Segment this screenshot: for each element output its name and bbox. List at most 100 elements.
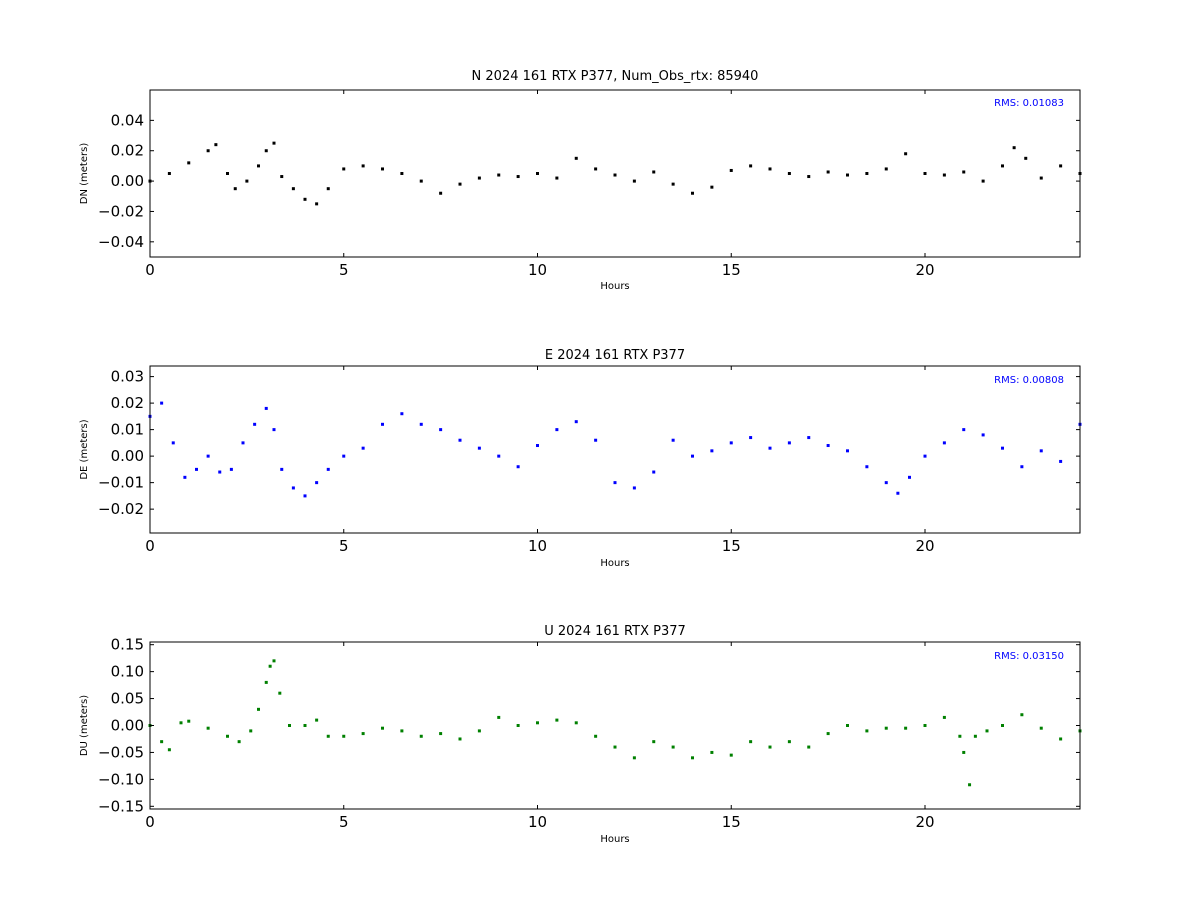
data-point [1059, 737, 1063, 741]
data-point [272, 428, 276, 432]
data-point [1039, 449, 1043, 453]
x-tick-label: 15 [722, 813, 741, 831]
plot-frame [149, 641, 1081, 810]
x-tick-label: 10 [528, 537, 547, 555]
y-tick-label: 0.00 [111, 447, 144, 465]
data-point [257, 164, 260, 168]
data-point [400, 412, 404, 416]
data-point [904, 152, 908, 156]
rms-annotation: RMS: 0.00808 [994, 375, 1064, 386]
y-tick-label: 0.05 [111, 690, 144, 708]
data-point [749, 436, 753, 440]
data-point [381, 167, 384, 171]
data-point [206, 454, 210, 458]
data-point [1012, 146, 1016, 150]
data-point [632, 486, 636, 490]
data-point [458, 438, 462, 442]
data-point [361, 732, 365, 736]
data-point [419, 734, 423, 738]
data-points [148, 401, 1082, 498]
chart-title: U 2024 161 RTX P377 [544, 624, 686, 639]
data-point [419, 422, 423, 426]
data-point [245, 179, 249, 183]
data-point [303, 197, 307, 201]
y-tick-label: −0.02 [98, 202, 144, 220]
x-tick-label: 0 [145, 261, 155, 279]
data-point [171, 441, 175, 445]
data-point [962, 170, 966, 174]
data-point [229, 467, 233, 471]
data-point [923, 172, 927, 175]
data-point [249, 729, 253, 733]
x-tick-label: 0 [145, 537, 155, 555]
data-point [477, 176, 481, 180]
data-point [671, 182, 675, 186]
data-point [846, 724, 849, 727]
data-point [652, 740, 656, 744]
x-tick-label: 5 [339, 813, 349, 831]
data-point [613, 173, 617, 177]
data-point [729, 168, 733, 172]
data-point [179, 721, 183, 725]
data-point [439, 428, 443, 432]
data-point [968, 783, 972, 787]
data-point [729, 753, 733, 757]
data-point [981, 433, 985, 437]
data-point [187, 719, 191, 723]
y-axis-label: DN (meters) [79, 143, 90, 205]
data-point [167, 748, 171, 752]
data-point [1039, 176, 1043, 180]
data-point [632, 179, 636, 183]
data-point [342, 454, 346, 458]
data-point [272, 659, 276, 663]
data-point [458, 737, 462, 741]
data-point [574, 420, 578, 424]
data-point [1059, 164, 1063, 168]
data-point [400, 172, 404, 175]
data-point [326, 467, 330, 471]
data-point [942, 441, 946, 445]
data-point [361, 164, 365, 168]
data-point [826, 444, 830, 448]
y-tick-label: −0.15 [98, 797, 144, 815]
data-point [477, 446, 481, 450]
panel-north: N 2024 161 RTX P377, Num_Obs_rtx: 85940 … [79, 69, 1082, 292]
data-points [148, 659, 1082, 787]
x-tick-label: 10 [528, 261, 547, 279]
data-point [183, 475, 187, 479]
data-point [536, 444, 539, 448]
data-point [962, 428, 966, 432]
data-point [908, 475, 911, 479]
x-tick-label: 15 [722, 261, 741, 279]
data-point [846, 173, 849, 177]
data-point [516, 465, 520, 469]
rms-annotation: RMS: 0.03150 [994, 651, 1064, 662]
data-point [291, 486, 295, 490]
data-point [985, 729, 989, 733]
data-point [691, 454, 694, 458]
data-point [846, 449, 849, 453]
y-tick-label: 0.15 [111, 636, 144, 654]
data-point [826, 170, 830, 174]
data-point [574, 156, 578, 160]
y-tick-label: −0.01 [98, 474, 144, 492]
data-point [1020, 465, 1024, 469]
data-point [218, 470, 222, 474]
data-point [787, 172, 791, 175]
data-point [613, 745, 617, 749]
data-point [439, 732, 443, 736]
axis-ticks: 0 5 10 15 20 −0.02 −0.01 0.00 0.01 0.02 0.03 [98, 366, 1080, 555]
data-point [400, 729, 404, 733]
data-point [315, 481, 319, 485]
data-point [884, 726, 888, 730]
data-point [826, 732, 830, 736]
plot-frame [149, 89, 1081, 258]
data-point [497, 173, 501, 177]
data-point [594, 438, 598, 442]
data-point [477, 729, 481, 733]
data-point [710, 449, 714, 453]
y-tick-label: 0.02 [111, 394, 144, 412]
data-point [268, 664, 272, 668]
data-point [257, 707, 260, 711]
